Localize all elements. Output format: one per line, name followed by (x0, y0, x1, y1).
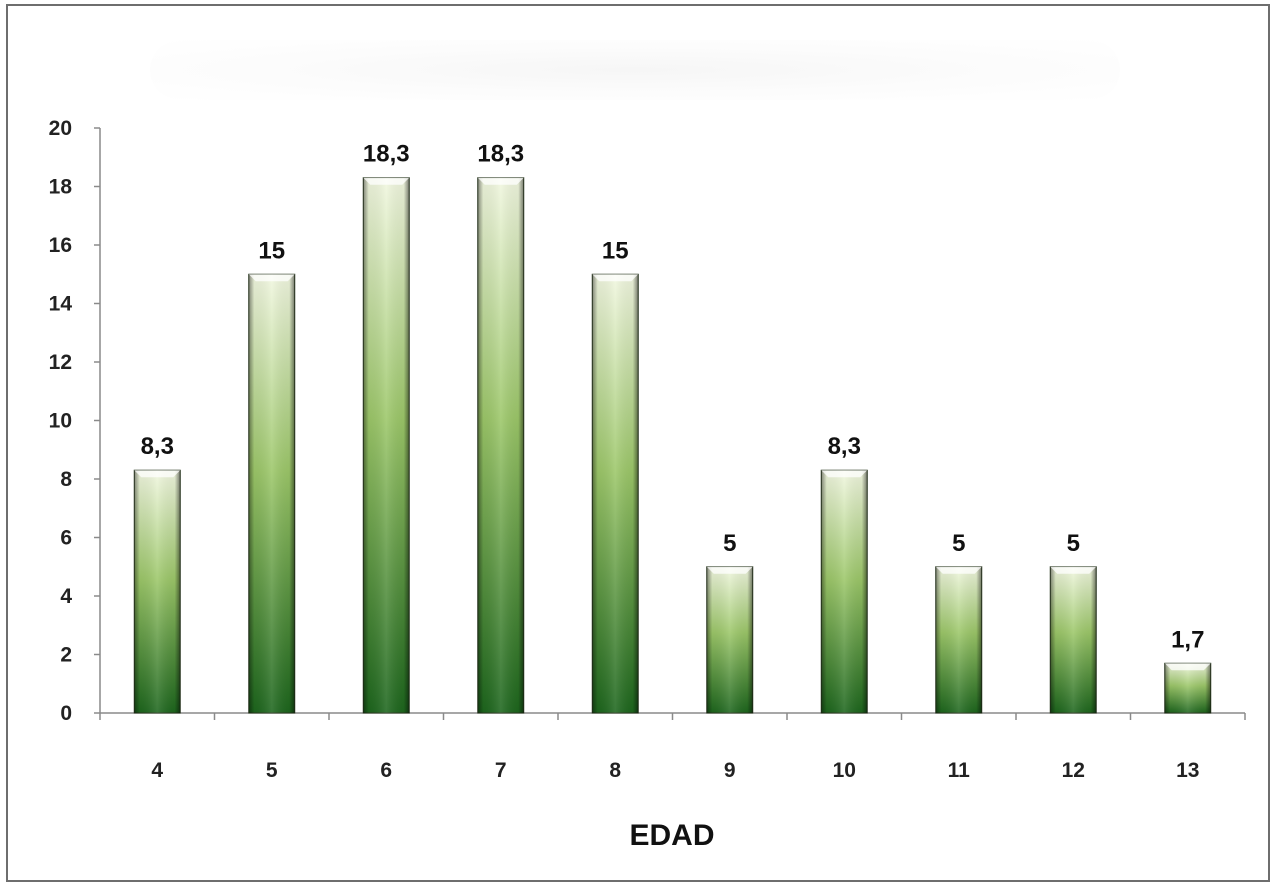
y-tick-label: 4 (60, 585, 72, 608)
x-tick-label: 4 (151, 759, 163, 782)
bar-shading (821, 470, 868, 713)
data-label: 5 (723, 530, 736, 557)
bar-top-bevel (1050, 566, 1097, 574)
y-tick-label: 10 (49, 410, 72, 433)
bar-shading (363, 177, 410, 714)
y-tick-label: 12 (49, 351, 72, 374)
bar-shading (477, 177, 524, 714)
labels: 0 2 4 6 8 10 12 14 16 18 20 8,3 4 15 5 18,3 6 18,3 7 15 8 5 9 8… (49, 117, 1205, 782)
bar-top-bevel (477, 177, 524, 185)
bar-11 (935, 566, 983, 714)
bar-top-bevel (821, 470, 868, 478)
bar-top-bevel (592, 274, 639, 282)
y-tick-label: 20 (49, 117, 72, 140)
bars (133, 177, 1212, 714)
bar-12 (1049, 566, 1097, 714)
data-label: 5 (952, 530, 965, 557)
data-label: 15 (258, 237, 285, 264)
data-label: 8,3 (141, 433, 174, 460)
bar-10 (820, 469, 868, 714)
x-tick-label: 10 (833, 759, 856, 782)
x-tick-label: 13 (1176, 759, 1199, 782)
x-tick-label: 7 (495, 759, 507, 782)
y-tick-label: 6 (60, 527, 72, 550)
bar-9 (706, 566, 754, 714)
x-tick-label: 11 (948, 759, 971, 782)
data-label: 18,3 (363, 141, 410, 168)
bar-shading (935, 566, 982, 713)
x-tick-label: 6 (380, 759, 392, 782)
y-tick-label: 2 (60, 644, 72, 667)
bar-13 (1164, 662, 1212, 714)
x-tick-label: 8 (609, 759, 621, 782)
bar-shading (592, 274, 639, 713)
bar-top-bevel (935, 566, 982, 574)
x-tick-label: 12 (1062, 759, 1085, 782)
bar-top-bevel (363, 177, 410, 185)
bar-shading (1164, 663, 1211, 713)
bar-top-bevel (706, 566, 753, 574)
bar-7 (477, 177, 525, 714)
bar-shading (706, 566, 753, 713)
data-label: 8,3 (828, 433, 861, 460)
y-tick-label: 14 (49, 293, 73, 316)
data-label: 15 (602, 237, 629, 264)
x-tick-label: 5 (266, 759, 278, 782)
bar-top-bevel (134, 470, 181, 478)
x-axis-title: EDAD (629, 819, 714, 852)
bar-shading (134, 470, 181, 713)
bar-shading (248, 274, 295, 713)
bar-4 (133, 469, 181, 714)
bar-6 (362, 177, 410, 714)
bar-5 (248, 273, 296, 714)
chart-title-area (150, 40, 1120, 100)
bar-8 (591, 273, 639, 714)
y-tick-label: 18 (49, 176, 73, 199)
bar-shading (1050, 566, 1097, 713)
data-label: 5 (1067, 530, 1080, 557)
y-tick-label: 16 (49, 234, 72, 257)
bar-top-bevel (248, 274, 295, 282)
bar-top-bevel (1164, 663, 1211, 671)
data-label: 18,3 (477, 141, 524, 168)
y-tick-label: 8 (60, 468, 72, 491)
x-tick-label: 9 (724, 759, 736, 782)
data-label: 1,7 (1171, 626, 1204, 653)
y-tick-label: 0 (60, 702, 72, 725)
